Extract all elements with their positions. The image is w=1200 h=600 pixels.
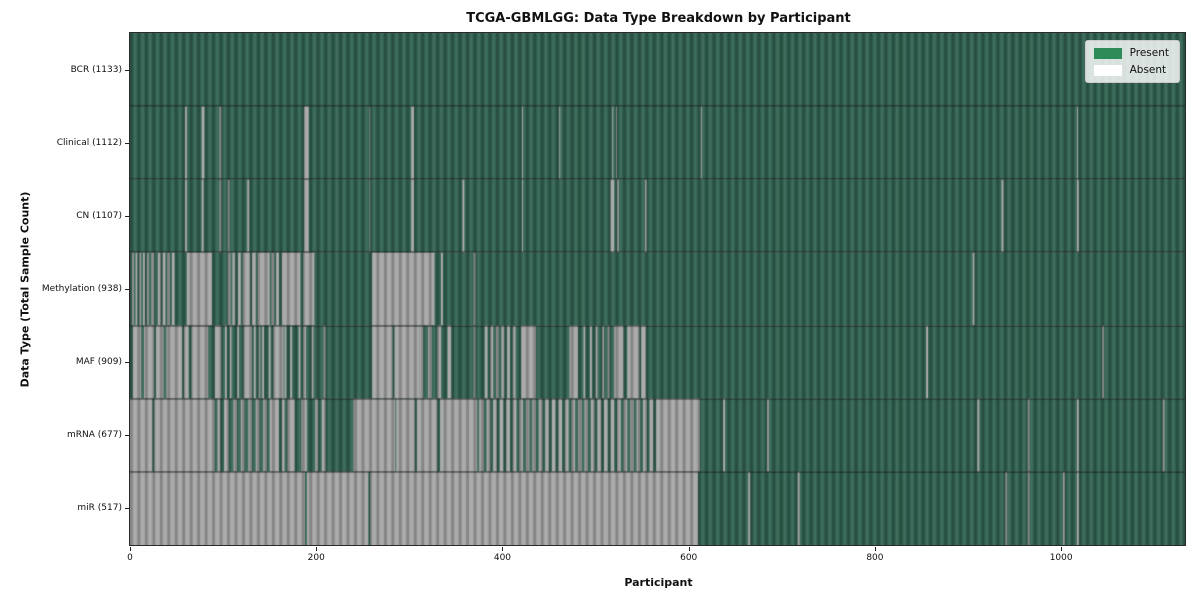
plot-frame [129,32,1186,546]
absent-swatch-icon [1093,64,1122,76]
xtick-label-0: 0 [127,553,133,563]
ytick-label-Clinical: Clinical (1112) [56,137,122,148]
ytick-mark [125,362,129,363]
ytick-label-CN: CN (1107) [76,210,122,221]
ytick-mark [125,143,129,144]
legend-item-present: Present [1093,47,1169,59]
ytick-mark [125,70,129,71]
ytick-label-mRNA: mRNA (677) [67,430,122,441]
xtick-label-200: 200 [307,553,325,563]
xtick-mark [875,547,876,551]
legend-present-label: Present [1129,47,1169,59]
present-swatch-icon [1093,47,1122,59]
xtick-label-1000: 1000 [1049,553,1073,563]
ytick-mark [125,289,129,290]
xtick-mark [689,547,690,551]
ytick-label-MAF: MAF (909) [75,357,122,368]
xtick-mark [502,547,503,551]
ytick-mark [125,508,129,509]
xtick-label-400: 400 [493,553,512,563]
x-axis-label: Participant [624,576,693,589]
xtick-mark [1061,547,1062,551]
xtick-label-600: 600 [680,553,698,563]
chart-title: TCGA-GBMLGG: Data Type Breakdown by Part… [466,11,851,26]
ytick-label-BCR: BCR (1133) [70,64,122,75]
xtick-mark [316,547,317,551]
xtick-mark [130,547,131,551]
plot-area [130,33,1185,545]
legend: Present Absent [1084,40,1180,83]
ytick-mark [125,216,129,217]
ytick-label-Methylation: Methylation (938) [41,284,122,294]
legend-item-absent: Absent [1093,64,1169,76]
xtick-label-800: 800 [866,553,884,563]
legend-absent-label: Absent [1129,64,1167,76]
ytick-mark [125,435,129,436]
ytick-label-miR: miR (517) [77,503,122,514]
